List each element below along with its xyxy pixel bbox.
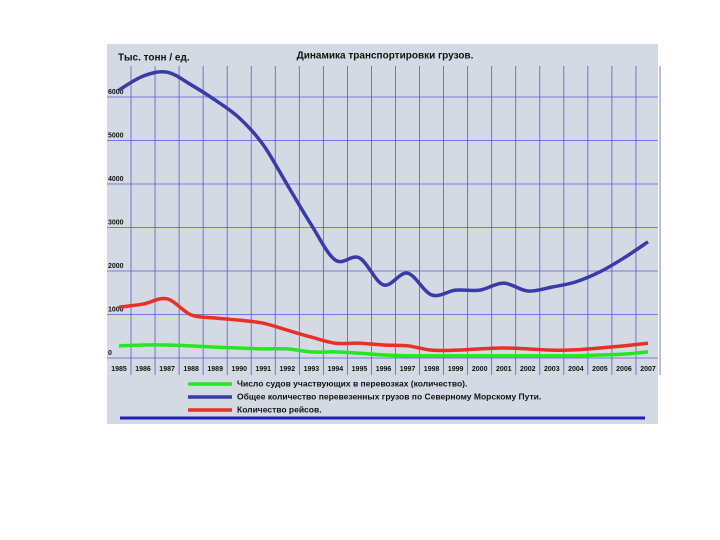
chart-background <box>107 44 658 424</box>
x-tick-label: 2001 <box>496 366 512 373</box>
x-tick-label: 1993 <box>304 366 320 373</box>
y-tick-label: 0 <box>108 350 112 357</box>
y-axis-label: Тыс. тонн / ед. <box>118 53 190 64</box>
x-tick-label: 1995 <box>352 366 368 373</box>
x-tick-label: 2002 <box>520 366 536 373</box>
x-tick-label: 1996 <box>376 366 392 373</box>
y-tick-label: 6000 <box>108 89 124 96</box>
legend-label: Общее количество перевезенных грузов по … <box>237 391 541 401</box>
series-line <box>118 70 649 298</box>
legend-label: Число судов участвующих в перевозках (ко… <box>237 378 467 388</box>
y-tick-label: 1000 <box>108 306 124 313</box>
x-tick-label: 2004 <box>568 366 584 373</box>
chart-title: Динамика транспортировки грузов. <box>297 51 474 62</box>
x-tick-label: 1991 <box>255 366 271 373</box>
x-tick-label: 2005 <box>592 366 608 373</box>
y-tick-label: 4000 <box>108 176 124 183</box>
x-tick-label: 1989 <box>207 366 223 373</box>
x-tick-label: 2003 <box>544 366 560 373</box>
legend-label: Количество рейсов. <box>237 404 322 414</box>
x-tick-label: 1985 <box>111 366 127 373</box>
x-tick-label: 2007 <box>640 366 656 373</box>
x-tick-label: 1998 <box>424 366 440 373</box>
x-tick-label: 1997 <box>400 366 416 373</box>
x-tick-label: 1992 <box>280 366 296 373</box>
x-tick-label: 2006 <box>616 366 632 373</box>
x-tick-label: 1986 <box>135 366 151 373</box>
series-line <box>118 343 649 358</box>
x-tick-label: 1990 <box>231 366 247 373</box>
series-line <box>118 296 649 353</box>
y-tick-label: 5000 <box>108 132 124 139</box>
y-tick-label: 2000 <box>108 263 124 270</box>
x-tick-label: 1999 <box>448 366 464 373</box>
x-tick-label: 2000 <box>472 366 488 373</box>
y-tick-label: 3000 <box>108 219 124 226</box>
x-tick-label: 1987 <box>159 366 175 373</box>
x-tick-label: 1988 <box>183 366 199 373</box>
x-tick-label: 1994 <box>328 366 344 373</box>
